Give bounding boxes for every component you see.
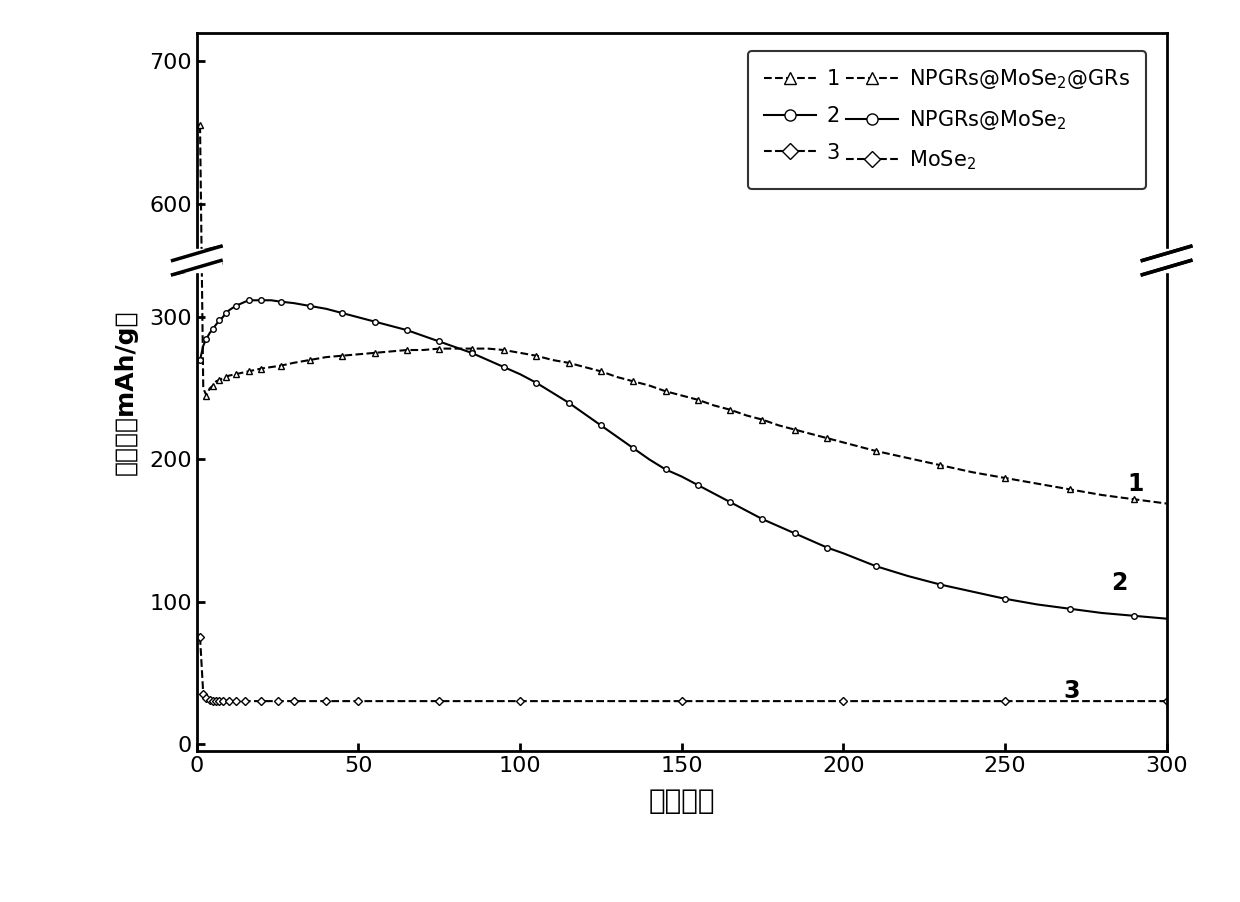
Y-axis label: 比容量（mAh/g）: 比容量（mAh/g）	[114, 309, 138, 474]
Legend: 1, 2, 3, NPGRs@MoSe$_2$@GRs, NPGRs@MoSe$_2$, MoSe$_2$: 1, 2, 3, NPGRs@MoSe$_2$@GRs, NPGRs@MoSe$…	[748, 51, 1147, 189]
Text: 2: 2	[1111, 571, 1128, 595]
Text: 3: 3	[1063, 679, 1080, 704]
Bar	[162, 249, 221, 272]
X-axis label: 循环次数: 循环次数	[649, 787, 715, 815]
Bar	[1132, 249, 1200, 272]
Text: 1: 1	[1127, 472, 1145, 495]
